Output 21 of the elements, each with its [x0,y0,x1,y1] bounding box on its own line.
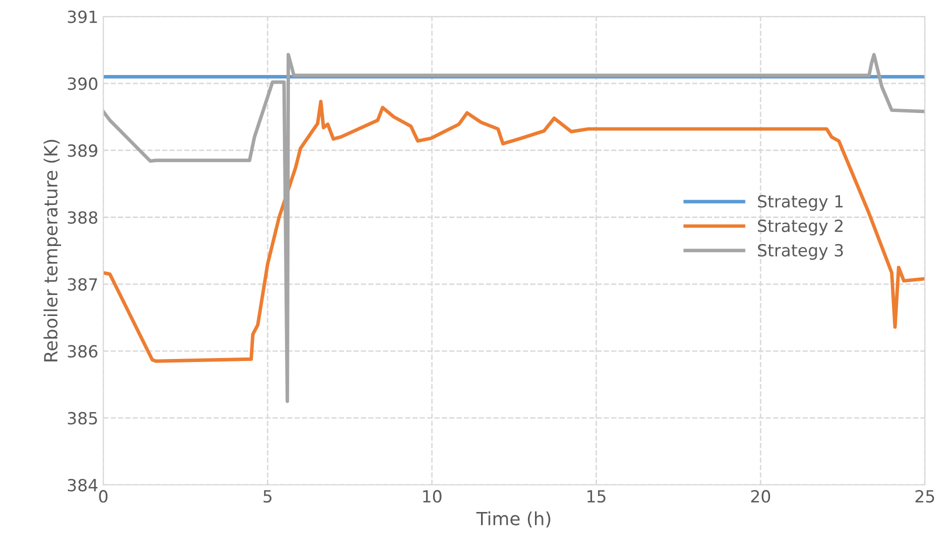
y-tick-label: 387 [68,278,98,291]
line-series [103,100,925,363]
y-tick-label: 384 [68,478,98,492]
x-tick-label: 0 [99,490,108,503]
legend-label: Strategy 3 [758,244,843,260]
y-tick-label: 388 [68,211,98,224]
legend-label: Strategy 1 [758,195,843,211]
line-series [103,52,925,403]
x-tick-label: 20 [751,490,770,503]
x-tick-label: 15 [587,490,606,503]
y-tick-label: 386 [68,345,98,358]
y-tick-label: 391 [68,10,97,24]
x-tick-label: 10 [423,490,442,503]
y-tick-label: 385 [68,412,97,425]
x-tick-label: 5 [264,490,272,503]
y-axis-title: Reboiler temperature (K) [44,140,62,362]
x-axis-title: Time (h) [476,511,550,528]
legend-label: Strategy 2 [758,220,843,236]
y-tick-label: 390 [68,77,98,90]
y-tick-label: 389 [68,144,98,157]
x-tick-label: 25 [916,490,934,503]
